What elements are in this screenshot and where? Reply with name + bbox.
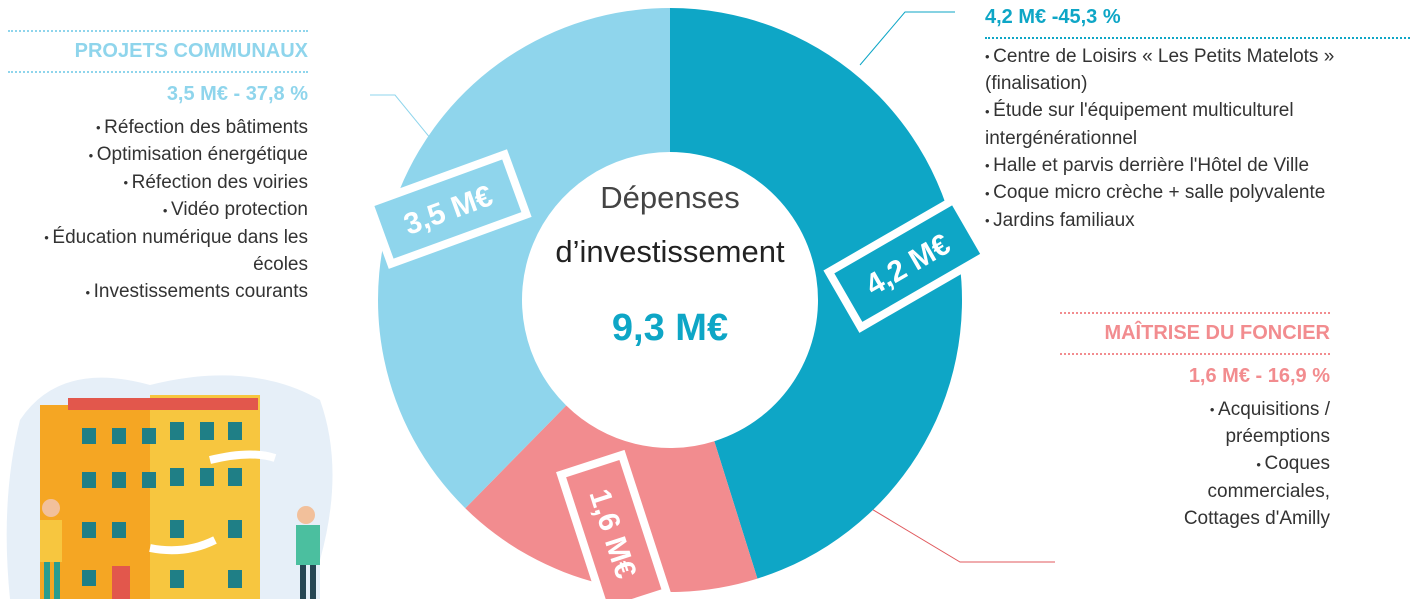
panel-item: Vidéo protection bbox=[8, 196, 308, 223]
panel-item: Halle et parvis derrière l'Hôtel de Vill… bbox=[985, 152, 1410, 179]
panel-item: Coque micro crèche + salle polyvalente bbox=[985, 179, 1410, 206]
panel-figures: 3,5 M€ - 37,8 % bbox=[8, 81, 308, 108]
panel-item: Réfection des voiries bbox=[8, 169, 308, 196]
panel-item: Optimisation énergétique bbox=[8, 141, 308, 168]
panel-item: Éducation numérique dans les écoles bbox=[8, 224, 308, 278]
annotation-panel: 4,2 M€ -45,3 % Centre de Loisirs « Les Pe… bbox=[985, 4, 1410, 234]
center-title: Dépenses bbox=[600, 180, 740, 215]
panel-figures: 4,2 M€ -45,3 % bbox=[985, 4, 1410, 39]
panel-item: Centre de Loisirs « Les Petits Matelots … bbox=[985, 43, 1410, 97]
panel-items: Réfection des bâtimentsOptimisation éner… bbox=[8, 114, 308, 306]
panel-item: Étude sur l'équipement multiculturel int… bbox=[985, 97, 1410, 151]
panel-items: Acquisitions / préemptionsCoques commerc… bbox=[1060, 396, 1330, 532]
panel-items: Centre de Loisirs « Les Petits Matelots … bbox=[985, 43, 1410, 234]
donut: 4,2 M€1,6 M€3,5 M€ bbox=[369, 8, 985, 599]
panel-heading: PROJETS COMMUNAUX bbox=[8, 30, 308, 73]
panel-item: Investissements courants bbox=[8, 278, 308, 305]
panel-item: Coques commerciales, Cottages d'Amilly bbox=[1170, 450, 1330, 531]
page: 4,2 M€1,6 M€3,5 M€ Dépenses d’investisse… bbox=[0, 0, 1421, 599]
center-subtitle: d’investissement bbox=[555, 234, 785, 269]
annotation-panel: MAÎTRISE DU FONCIER 1,6 M€ - 16,9 % Acquis… bbox=[1060, 312, 1330, 532]
annotation-panel: PROJETS COMMUNAUX 3,5 M€ - 37,8 % Réfectio… bbox=[8, 30, 308, 306]
panel-item: Acquisitions / préemptions bbox=[1170, 396, 1330, 450]
panel-figures: 1,6 M€ - 16,9 % bbox=[1060, 363, 1330, 390]
illustration bbox=[7, 375, 333, 599]
panel-item: Réfection des bâtiments bbox=[8, 114, 308, 141]
center-total: 9,3 M€ bbox=[612, 307, 728, 349]
panel-item: Jardins familiaux bbox=[985, 207, 1410, 234]
panel-heading: MAÎTRISE DU FONCIER bbox=[1060, 312, 1330, 355]
